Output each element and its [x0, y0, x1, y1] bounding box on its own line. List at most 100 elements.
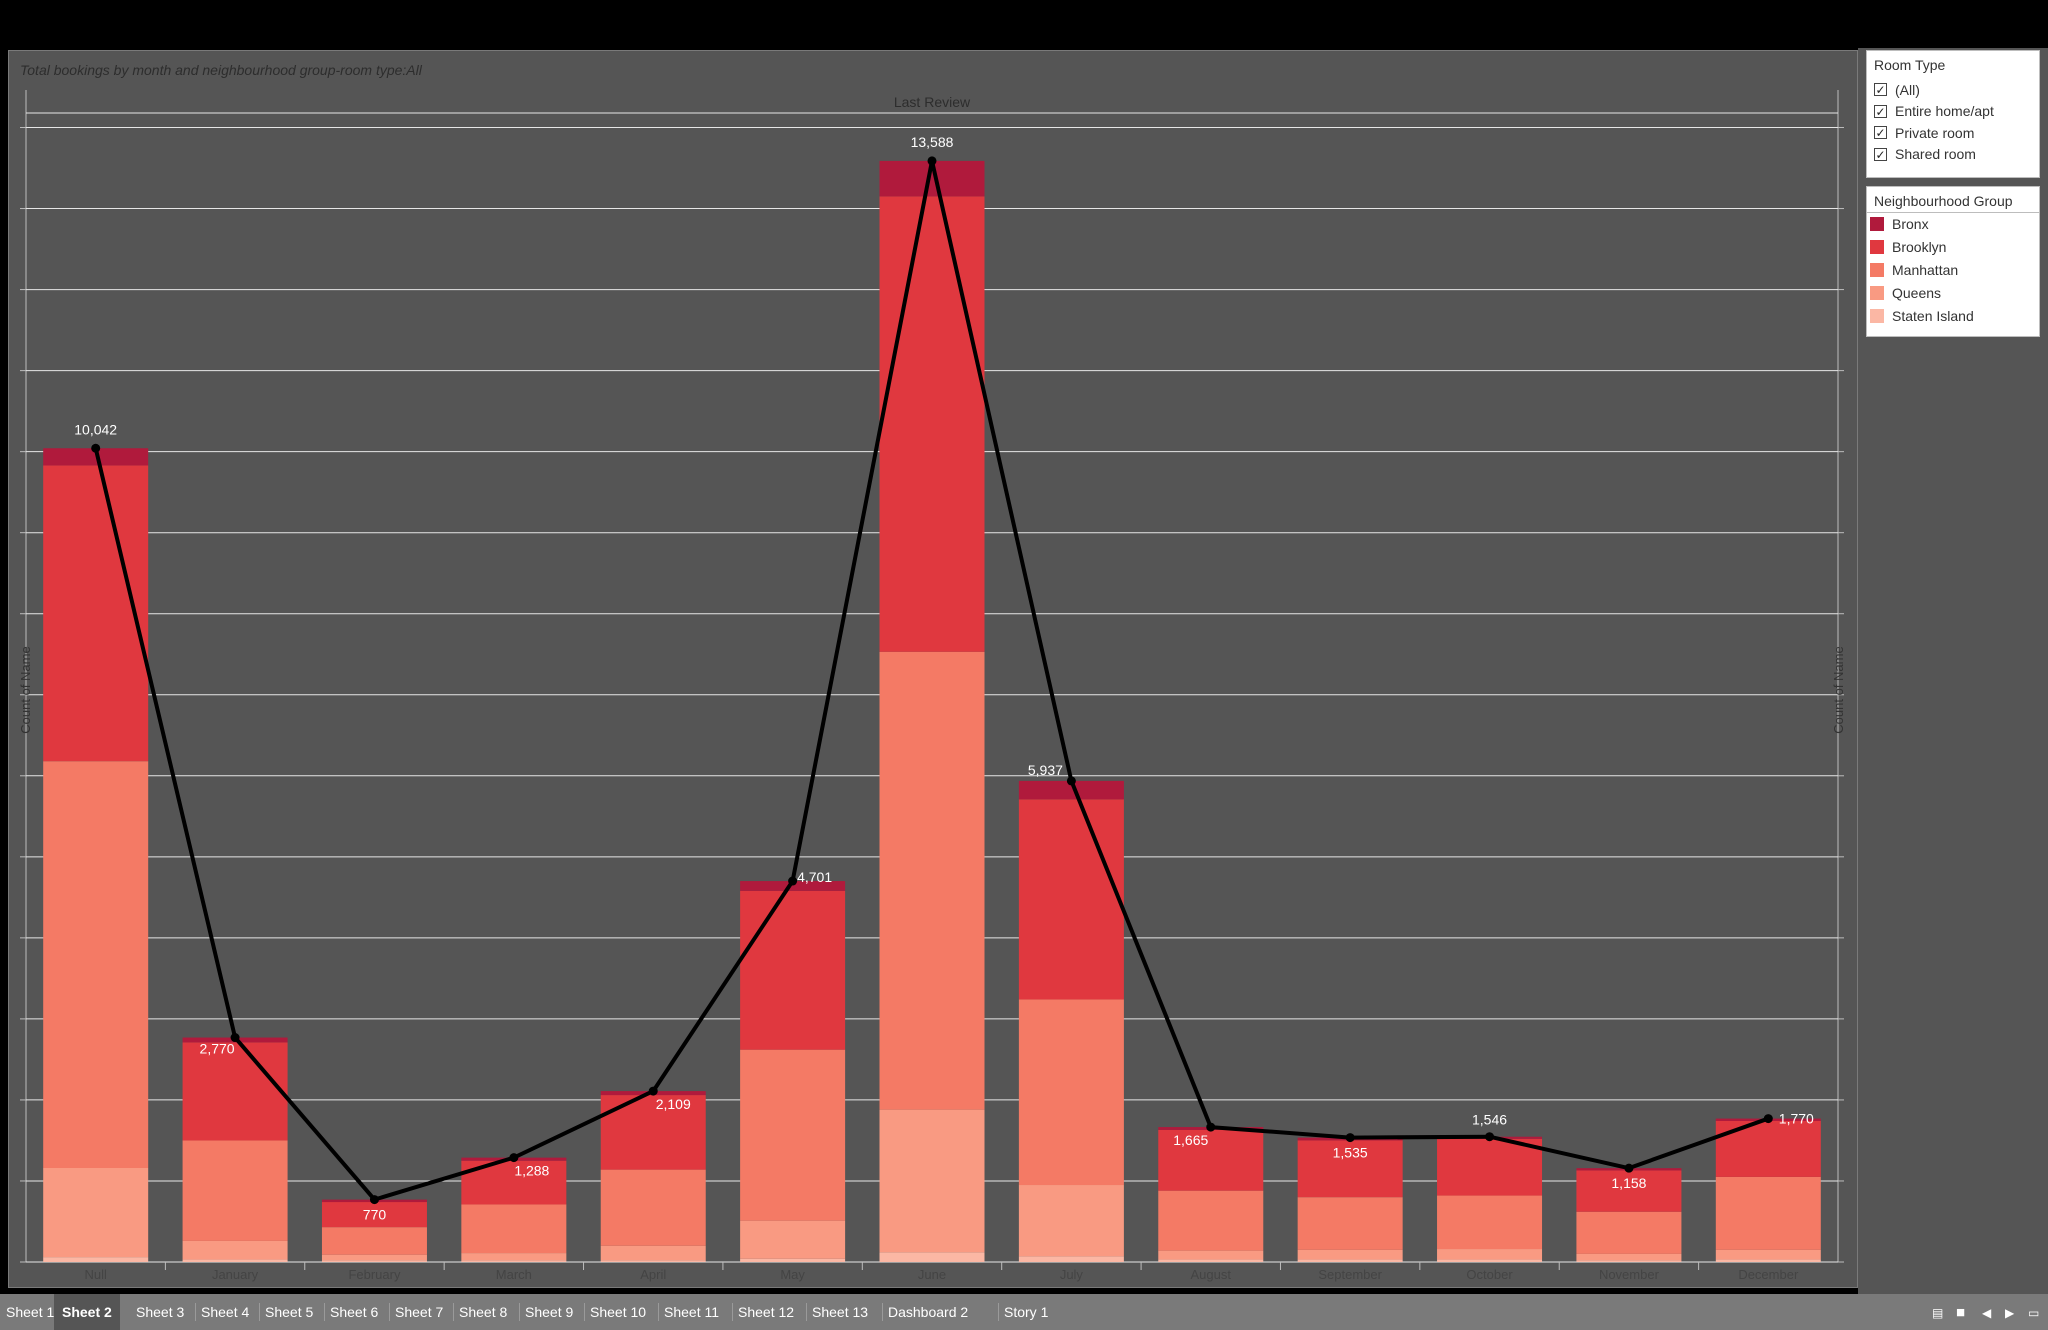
- room-type-option[interactable]: ✓ (All): [1867, 79, 2039, 101]
- room-type-filter-title: Room Type: [1874, 57, 1946, 73]
- tab-separator: [195, 1303, 196, 1321]
- legend-item[interactable]: Bronx: [1867, 213, 2039, 236]
- sheet-tab[interactable]: Story 1: [1004, 1304, 1049, 1320]
- next-sheet-icon[interactable]: ▶: [2005, 1306, 2015, 1320]
- sheet-tab[interactable]: Dashboard 2: [888, 1304, 969, 1320]
- grid-view-icon[interactable]: ▤: [1932, 1306, 1944, 1320]
- sheet-tab[interactable]: Sheet 5: [265, 1304, 314, 1320]
- tab-separator: [584, 1303, 585, 1321]
- bar-segment: [740, 890, 846, 1050]
- data-label: 1,546: [1472, 1112, 1507, 1128]
- legend-item-label: Queens: [1892, 284, 1942, 301]
- y-axis-label: Count of Name: [18, 646, 33, 733]
- y2-axis-label: Count of Name: [1831, 646, 1846, 733]
- sheet-tab[interactable]: Sheet 9: [525, 1304, 574, 1320]
- checkbox-icon[interactable]: ✓: [1874, 83, 1887, 98]
- legend-item[interactable]: Manhattan: [1867, 259, 2039, 282]
- data-label: 1,665: [1173, 1132, 1208, 1148]
- room-type-option[interactable]: ✓ Private room: [1867, 122, 2039, 144]
- bar-segment: [1018, 780, 1124, 800]
- room-type-option-label: (All): [1895, 81, 1920, 98]
- chart-subtitle: Total bookings by month and neighbourhoo…: [20, 62, 422, 78]
- data-label: 2,109: [656, 1096, 691, 1112]
- x-tick-label: May: [780, 1267, 805, 1282]
- bar-segment: [321, 1254, 427, 1261]
- line-point: [230, 1033, 240, 1043]
- top-bar: [0, 0, 2048, 48]
- data-label: 770: [363, 1207, 387, 1223]
- line-point: [1624, 1163, 1634, 1173]
- line-point: [369, 1195, 379, 1205]
- filter-sidebar: Room Type ✓ (All) ✓ Entire home/apt ✓ Private…: [1858, 48, 2048, 1294]
- bar-segment: [1715, 1249, 1821, 1260]
- legend-swatch: [1870, 240, 1884, 255]
- legend-item[interactable]: Brooklyn: [1867, 236, 2039, 259]
- x-tick-label: August: [1191, 1267, 1232, 1282]
- bar-segment: [1018, 799, 1124, 1000]
- bar-segment: [879, 651, 985, 1110]
- checkbox-icon[interactable]: ✓: [1874, 104, 1887, 119]
- single-view-icon[interactable]: ■: [1956, 1304, 1966, 1321]
- x-tick-label: January: [212, 1267, 259, 1282]
- legend-swatch: [1870, 285, 1884, 300]
- bar-segment: [1437, 1195, 1543, 1250]
- x-tick-label: November: [1599, 1267, 1660, 1282]
- sheet-tab[interactable]: Sheet 12: [738, 1304, 795, 1320]
- sheet-tab[interactable]: Sheet 6: [330, 1304, 379, 1320]
- bar-segment: [1158, 1129, 1264, 1191]
- legend-item-label: Manhattan: [1892, 261, 1959, 278]
- tab-separator: [453, 1303, 454, 1321]
- tab-separator: [658, 1303, 659, 1321]
- tab-separator: [732, 1303, 733, 1321]
- presentation-mode-icon[interactable]: ▭: [2028, 1306, 2040, 1320]
- line-point: [1345, 1133, 1355, 1143]
- previous-sheet-icon[interactable]: ◀: [1982, 1306, 1992, 1320]
- bar-segment: [1158, 1259, 1264, 1262]
- sheet-tab[interactable]: Sheet 2: [54, 1294, 120, 1330]
- sheet-tab[interactable]: Sheet 13: [812, 1304, 869, 1320]
- bar-segment: [1158, 1250, 1264, 1260]
- bar-segment: [1576, 1170, 1682, 1212]
- bar-segment: [740, 1220, 846, 1259]
- line-point: [788, 876, 798, 886]
- legend-swatch: [1870, 217, 1884, 232]
- neighbourhood-legend-title: Neighbourhood Group: [1867, 187, 2039, 213]
- bar-segment: [1018, 1256, 1124, 1262]
- room-type-option[interactable]: ✓ Entire home/apt: [1867, 101, 2039, 123]
- line-point: [91, 443, 101, 453]
- tab-separator: [389, 1303, 390, 1321]
- sheet-tab[interactable]: Sheet 3: [136, 1304, 185, 1320]
- bar-segment: [1437, 1249, 1543, 1260]
- x-tick-label: Null: [84, 1267, 107, 1282]
- checkbox-icon[interactable]: ✓: [1874, 147, 1887, 162]
- sheet-tab[interactable]: Sheet 10: [590, 1304, 647, 1320]
- chart: Last Review Count of Name Count of Name Nul…: [18, 90, 1846, 1282]
- bar-segment: [1715, 1121, 1821, 1177]
- sheet-tab[interactable]: Sheet 8: [459, 1304, 508, 1320]
- data-label: 1,288: [514, 1163, 549, 1179]
- data-label: 5,937: [1028, 762, 1063, 778]
- tab-separator: [882, 1303, 883, 1321]
- room-type-option-label: Private room: [1895, 124, 1975, 141]
- checkbox-icon[interactable]: ✓: [1874, 126, 1887, 141]
- room-type-option[interactable]: ✓ Shared room: [1867, 144, 2039, 166]
- legend-item[interactable]: Queens: [1867, 281, 2039, 304]
- line-point: [648, 1086, 658, 1096]
- data-label: 13,588: [911, 134, 954, 150]
- data-label: 4,701: [797, 869, 832, 885]
- data-label: 10,042: [74, 421, 117, 437]
- bar-segment: [182, 1140, 288, 1241]
- tab-separator: [324, 1303, 325, 1321]
- tab-separator: [806, 1303, 807, 1321]
- line-point: [1206, 1122, 1216, 1132]
- bar-segment: [1715, 1259, 1821, 1262]
- sheet-tab[interactable]: Sheet 4: [201, 1304, 250, 1320]
- sheet-tab[interactable]: Sheet 7: [395, 1304, 444, 1320]
- sheet-tab-bar: Sheet 1 Sheet 2 Sheet 3 Sheet 4 Sheet 5 Sheet…: [0, 1294, 2048, 1330]
- bar-segment: [1437, 1259, 1543, 1262]
- legend-item[interactable]: Staten Island: [1867, 304, 2039, 327]
- sheet-tab[interactable]: Sheet 11: [664, 1304, 720, 1320]
- sheet-tab[interactable]: Sheet 1: [6, 1304, 55, 1320]
- bar-segment: [1715, 1176, 1821, 1250]
- line-point: [927, 156, 937, 166]
